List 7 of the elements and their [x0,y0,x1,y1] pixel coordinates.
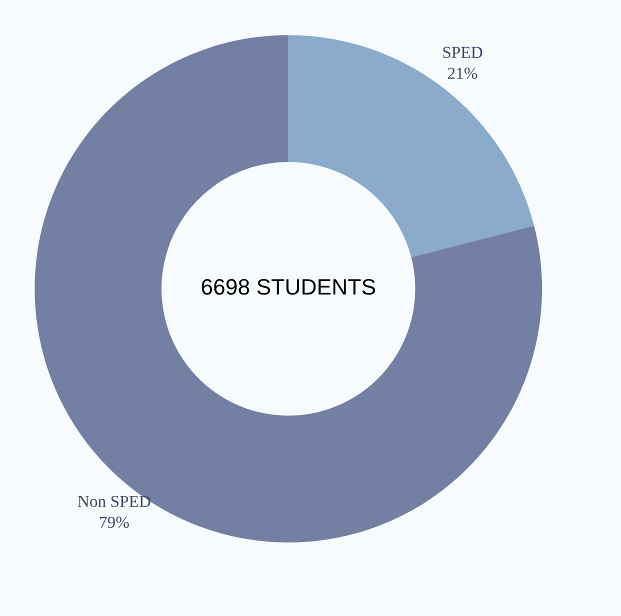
data-label: 79% [100,516,129,528]
slice-label: Non SPED [78,496,150,508]
donut-slice [288,35,534,258]
data-label: 21% [448,68,478,79]
slice-label: SPED [443,46,482,58]
donut-slice [34,35,542,542]
text: 6698 STUDENTS [202,279,376,295]
